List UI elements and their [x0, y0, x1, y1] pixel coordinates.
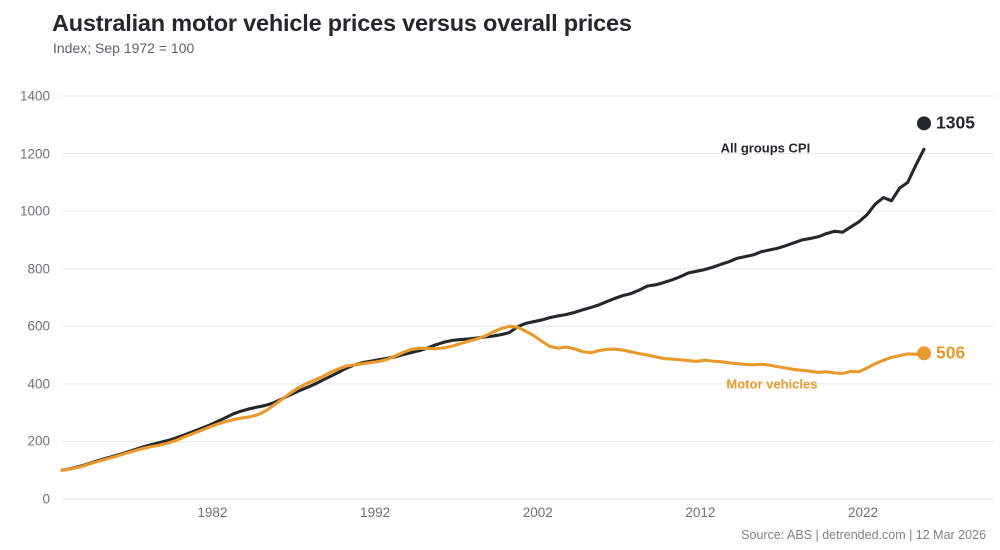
x-axis-tick-1992: 1992 — [360, 505, 391, 520]
y-axis-tick-1200: 1200 — [19, 146, 50, 162]
x-axis-tick-2002: 2002 — [522, 505, 553, 520]
y-axis-tick-600: 600 — [27, 318, 50, 334]
page-title: Australian motor vehicle prices versus o… — [52, 10, 632, 36]
y-axis-tick-1400: 1400 — [19, 88, 50, 104]
series-line — [60, 147, 926, 472]
y-axis-tick-400: 400 — [27, 376, 50, 392]
series-line — [60, 324, 926, 472]
motor-vehicles-endpoint-label: 506 — [936, 342, 966, 363]
series-label-motor-vehicles: Motor vehicles — [726, 376, 818, 392]
y-axis-tick-0: 0 — [42, 491, 50, 507]
series-label-all-groups-cpi: All groups CPI — [720, 140, 811, 156]
data-series — [60, 147, 926, 472]
y-axis-tick-1000: 1000 — [19, 203, 50, 219]
cpi-endpoint-label: 1305 — [936, 112, 975, 133]
motor-vehicles-endpoint-dot — [917, 346, 931, 361]
gridlines — [62, 95, 994, 500]
x-axis-tick-2012: 2012 — [685, 505, 716, 520]
chart-subtitle: Index; Sep 1972 = 100 — [53, 40, 195, 56]
cpi-endpoint-dot — [917, 116, 931, 131]
y-axis-tick-200: 200 — [27, 433, 50, 449]
x-axis-tick-2022: 2022 — [847, 505, 879, 520]
endpoint-markers — [917, 116, 931, 361]
chart-footer-source: Source: ABS | detrended.com | 12 Mar 202… — [741, 528, 986, 542]
y-axis-tick-800: 800 — [27, 261, 50, 277]
x-axis-tick-1982: 1982 — [197, 505, 228, 520]
